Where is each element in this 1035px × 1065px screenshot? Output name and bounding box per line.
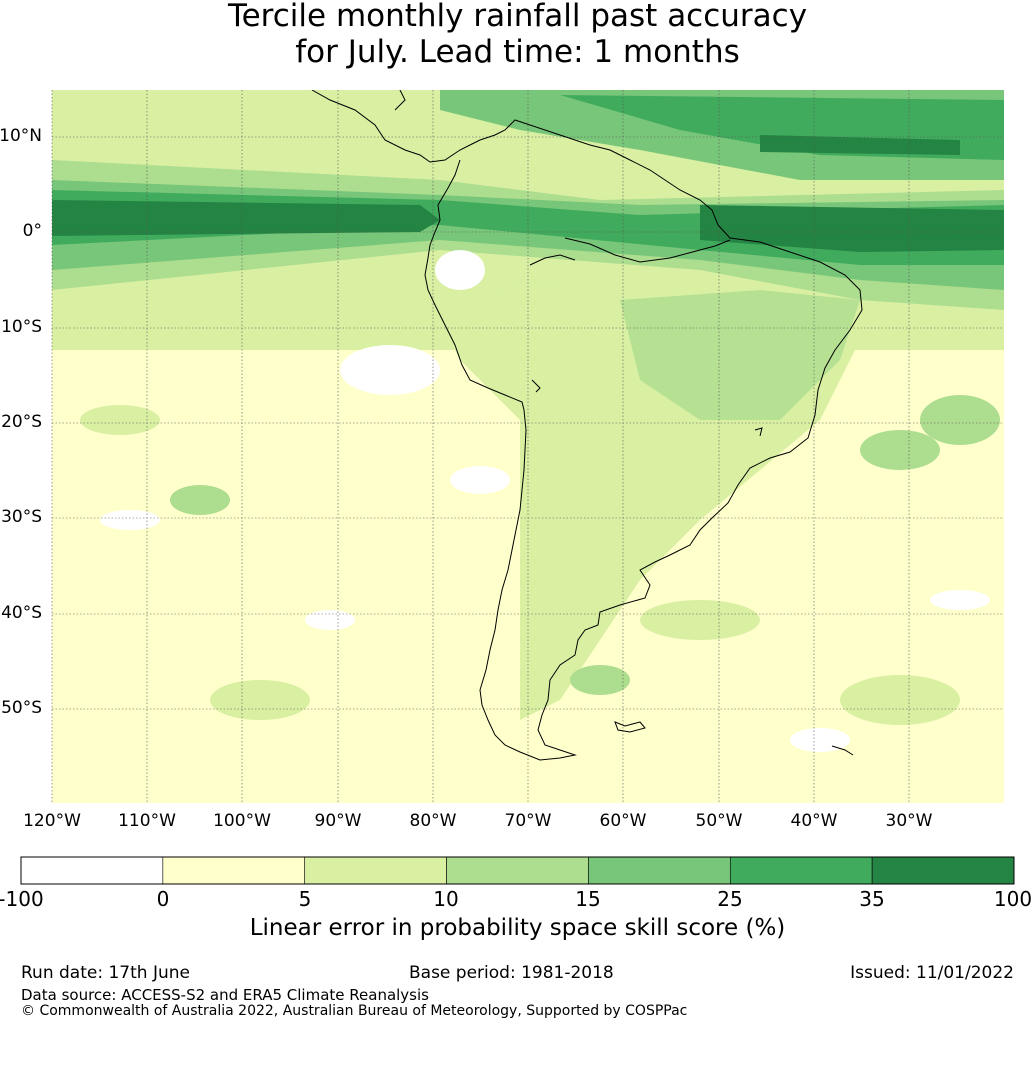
colorbar-label: Linear error in probability space skill …	[249, 915, 786, 941]
lat-label-30s: 30°S	[1, 507, 42, 527]
field-patch-4	[570, 665, 630, 695]
field-pocket-3	[450, 466, 510, 494]
field-band-equatorial-4	[52, 200, 440, 236]
coastline-river-amazon	[564, 237, 731, 263]
colorbar-cell-2	[304, 856, 447, 885]
colorbar-cell-5	[729, 856, 873, 885]
colorbar-cell-3	[446, 856, 589, 885]
run-date: Run date: 17th June	[21, 963, 190, 983]
field-patch-1	[170, 485, 230, 515]
field-patch-2	[860, 430, 940, 470]
chart-title-line-2: for July. Lead time: 1 months	[295, 34, 740, 70]
field-pocket-2	[435, 250, 485, 290]
field-pocket-1	[340, 345, 440, 395]
field-band-north-3	[760, 135, 960, 155]
field-patch-8	[840, 675, 960, 725]
lat-label-0: 0°	[22, 221, 42, 241]
lon-label-30w: 30°W	[885, 811, 933, 831]
colorbar-tick-4: 15	[575, 887, 601, 911]
colorbar-cell-6	[871, 856, 1015, 885]
coastline-lagoon	[754, 427, 763, 437]
coastlines	[311, 90, 863, 761]
colorbar-tick-5: 25	[717, 887, 743, 911]
lat-label-20s: 20°S	[1, 412, 42, 432]
issued-date: Issued: 11/01/2022	[850, 963, 1014, 983]
colorbar-cell-4	[588, 856, 731, 885]
lon-label-120w: 120°W	[23, 811, 81, 831]
field-pocket-5	[930, 590, 990, 610]
colorbar-cell-0	[20, 856, 164, 885]
field-zone-brazil	[620, 290, 860, 420]
colorbar-cell-1	[162, 856, 306, 885]
lon-label-60w: 60°W	[599, 811, 647, 831]
lon-label-90w: 90°W	[314, 811, 362, 831]
colorbar-tick-7: 100	[993, 887, 1033, 911]
coastline-central-america	[311, 90, 863, 761]
lon-label-110w: 110°W	[118, 811, 176, 831]
field-pocket-4	[100, 510, 160, 530]
field-patch-3	[920, 395, 1000, 445]
coastline-south-georgia	[831, 745, 854, 756]
field-patch-7	[640, 600, 760, 640]
lat-label-10s: 10°S	[1, 317, 42, 337]
lon-label-70w: 70°W	[504, 811, 552, 831]
field-band-equatorial-5	[700, 205, 1004, 252]
colorbar-frame	[20, 856, 1015, 885]
coastline-cuba	[394, 90, 406, 111]
data-source: Data source: ACCESS-S2 and ERA5 Climate …	[21, 986, 429, 1004]
lon-label-100w: 100°W	[213, 811, 271, 831]
colorbar-tick-0: -100	[0, 887, 44, 911]
colorbar-tick-6: 35	[859, 887, 885, 911]
lat-label-50s: 50°S	[1, 698, 42, 718]
lon-label-50w: 50°W	[695, 811, 743, 831]
field-patch-6	[210, 680, 310, 720]
lon-label-80w: 80°W	[409, 811, 457, 831]
lat-label-10n: 10°N	[0, 126, 42, 146]
field-patch-5	[80, 405, 160, 435]
coastline-lake	[531, 379, 541, 393]
chart-title-line-1: Tercile monthly rainfall past accuracy	[227, 0, 808, 34]
lat-label-40s: 40°S	[1, 603, 42, 623]
field-pocket-7	[790, 728, 850, 752]
field-pocket-6	[305, 610, 355, 630]
coastline-falklands	[614, 721, 646, 733]
copyright: © Commonwealth of Australia 2022, Austra…	[21, 1003, 688, 1019]
colorbar-tick-2: 5	[298, 887, 312, 911]
base-period: Base period: 1981-2018	[409, 963, 614, 983]
colorbar-tick-1: 0	[156, 887, 170, 911]
colorbar-tick-3: 10	[433, 887, 459, 911]
gridlines	[51, 90, 1004, 803]
coastline-river-2	[529, 254, 576, 266]
lon-label-40w: 40°W	[790, 811, 838, 831]
